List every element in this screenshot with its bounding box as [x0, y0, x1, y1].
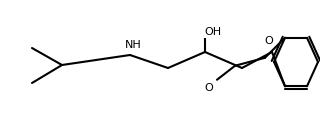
Text: O: O — [265, 36, 273, 46]
Text: O: O — [204, 83, 213, 93]
Text: OH: OH — [204, 27, 221, 37]
Text: NH: NH — [124, 40, 141, 50]
